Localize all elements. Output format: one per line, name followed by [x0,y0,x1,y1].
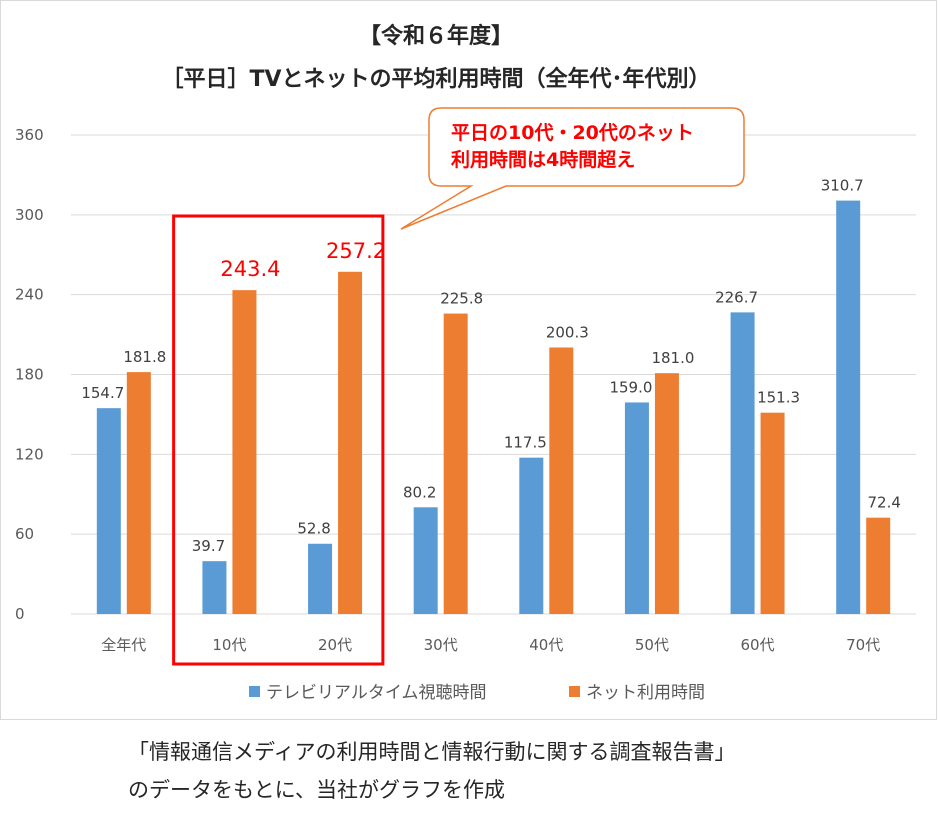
bar-tv-5 [624,402,649,614]
legend: テレビリアルタイム視聴時間 ネット利用時間 [249,683,705,703]
data-label-net-5: 181.0 [651,349,694,367]
legend-swatch-tv [249,686,260,697]
x-tick-5: 50代 [635,636,669,654]
data-label-tv-7: 310.7 [821,177,864,195]
x-tick-2: 20代 [318,636,352,654]
y-tick-0: 0 [15,605,25,623]
bar-tv-3 [413,507,438,614]
y-tick-360: 360 [15,126,44,144]
x-tick-6: 60代 [741,636,775,654]
y-tick-60: 60 [15,525,34,543]
x-tick-7: 70代 [846,636,880,654]
bar-tv-1 [202,561,227,614]
source-note-line-1: 「情報通信メディアの利用時間と情報行動に関する調査報告書」 [128,740,736,764]
data-labels: 154.7 181.8 39.7 243.4 52.8 257.2 80.2 225.8 117… [81,177,901,556]
callout-text-line-2: 利用時間は4時間超え [451,148,635,171]
bar-tv-6 [730,312,755,614]
data-label-tv-3: 80.2 [403,483,436,501]
data-label-net-2: 257.2 [326,239,386,263]
bar-net-3 [443,313,468,614]
source-note: 「情報通信メディアの利用時間と情報行動に関する調査報告書」 のデータをもとに、当… [128,733,736,809]
bars [96,200,891,615]
y-tick-300: 300 [15,206,44,224]
bar-net-5 [654,373,679,614]
y-tick-180: 180 [15,366,44,384]
callout-bubble [400,107,745,230]
data-label-tv-4: 117.5 [504,434,547,452]
data-label-tv-6: 226.7 [715,288,758,306]
bar-tv-2 [308,543,333,614]
x-tick-1: 10代 [212,636,246,654]
bar-net-4 [549,347,574,614]
data-label-tv-2: 52.8 [297,520,330,538]
y-axis-ticks: 0 60 120 180 240 300 360 [15,126,44,623]
chart-frame: 【令和６年度】 ［平日］TVとネットの平均利用時間（全年代･年代別） 0 60 12… [0,0,937,720]
y-tick-120: 120 [15,445,44,463]
bar-net-2 [338,271,363,614]
data-label-tv-5: 159.0 [609,378,652,396]
legend-label-tv: テレビリアルタイム視聴時間 [266,683,487,703]
legend-swatch-net [569,686,580,697]
data-label-tv-1: 39.7 [192,537,225,555]
y-tick-240: 240 [15,286,44,304]
x-tick-0: 全年代 [101,636,146,654]
bar-net-7 [866,517,891,614]
bar-tv-7 [836,200,861,615]
data-label-net-0: 181.8 [123,348,166,366]
data-label-net-6: 151.3 [757,389,800,407]
chart-title: 【令和６年度】 [359,23,513,49]
highlight-box [172,214,385,666]
data-label-net-3: 225.8 [440,290,483,308]
data-label-tv-0: 154.7 [81,384,124,402]
bar-net-6 [760,412,785,614]
x-tick-4: 40代 [529,636,563,654]
data-label-net-7: 72.4 [867,494,900,512]
x-axis-ticks: 全年代 10代 20代 30代 40代 50代 60代 70代 [101,636,880,654]
bar-net-1 [232,290,257,614]
bar-tv-4 [519,457,544,614]
bar-net-0 [126,372,151,614]
callout-text-line-1: 平日の10代・20代のネット [451,122,694,144]
data-label-net-4: 200.3 [546,323,589,341]
legend-label-net: ネット利用時間 [586,683,705,703]
bar-chart: 【令和６年度】 ［平日］TVとネットの平均利用時間（全年代･年代別） 0 60 12… [15,23,916,703]
x-tick-3: 30代 [424,636,458,654]
data-label-net-1: 243.4 [220,257,280,281]
chart-subtitle: ［平日］TVとネットの平均利用時間（全年代･年代別） [161,66,710,92]
source-note-line-2: のデータをもとに、当社がグラフを作成 [128,778,505,802]
bar-tv-0 [96,408,121,614]
